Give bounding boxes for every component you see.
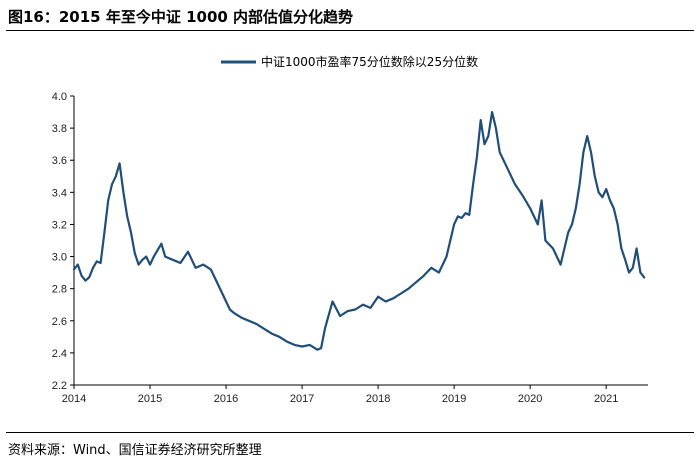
x-tick-label: 2021	[594, 393, 618, 405]
source-note: 资料来源：Wind、国信证券经济研究所整理	[8, 443, 262, 458]
y-tick-label: 3.8	[52, 123, 67, 135]
y-tick-label: 3.6	[52, 155, 67, 167]
y-tick-label: 3.2	[52, 219, 67, 231]
y-tick-label: 2.8	[52, 284, 67, 296]
y-tick-label: 3.0	[52, 252, 67, 264]
chart-legend: 中证1000市盈率75分位数除以25分位数	[221, 54, 478, 69]
x-tick-label: 2015	[138, 393, 162, 405]
x-tick-label: 2016	[214, 393, 238, 405]
chart-axes: 2.2 2.4 2.6 2.8 3.0 3.2 3.4 3.6 3.8 4.0 2014 2015 20…	[52, 91, 648, 405]
y-tick-label: 4.0	[52, 91, 67, 103]
x-tick-label: 2014	[62, 393, 86, 405]
figure-title: 图16：2015 年至今中证 1000 内部估值分化趋势	[8, 8, 354, 26]
x-tick-label: 2017	[290, 393, 314, 405]
x-tick-label: 2018	[366, 393, 390, 405]
title-rule	[6, 30, 694, 31]
series-line	[72, 110, 646, 351]
y-tick-label: 3.4	[52, 187, 67, 199]
y-tick-label: 2.2	[52, 380, 67, 392]
source-rule	[6, 432, 694, 433]
y-tick-label: 2.4	[52, 348, 67, 360]
x-tick-label: 2019	[442, 393, 466, 405]
plot-area	[72, 110, 646, 351]
x-tick-label: 2020	[518, 393, 542, 405]
y-tick-label: 2.6	[52, 316, 67, 328]
legend-label: 中证1000市盈率75分位数除以25分位数	[261, 54, 478, 69]
